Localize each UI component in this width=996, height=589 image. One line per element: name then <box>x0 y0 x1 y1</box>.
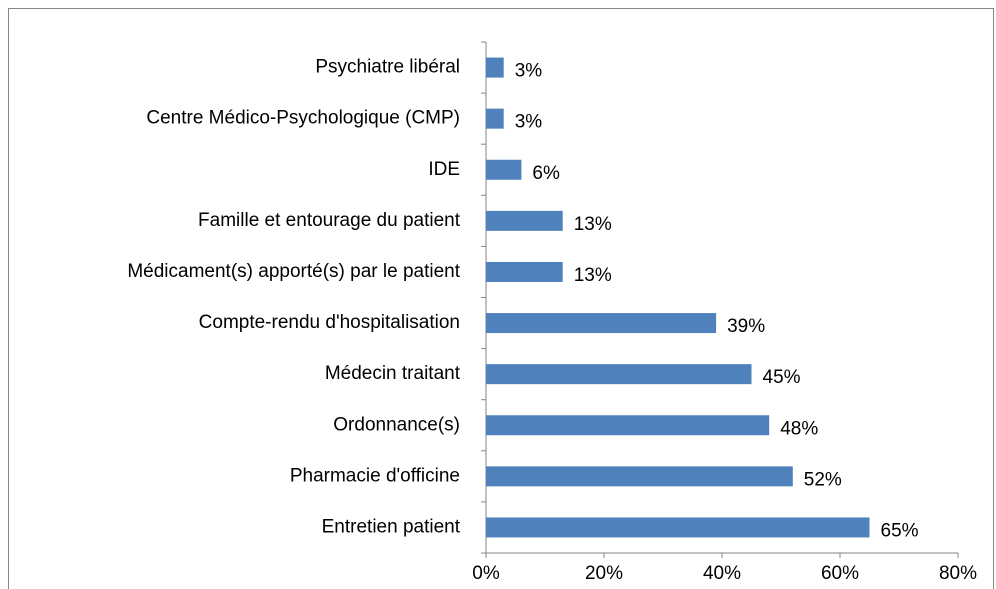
x-tick-label: 60% <box>821 563 859 584</box>
bar <box>486 108 504 129</box>
data-label: 45% <box>763 367 801 388</box>
bar <box>486 57 504 78</box>
y-tick-label: Pharmacie d'officine <box>290 465 460 486</box>
data-label: 13% <box>574 214 612 235</box>
data-label: 13% <box>574 265 612 286</box>
y-tick-label: Famille et entourage du patient <box>198 210 461 231</box>
data-label: 65% <box>881 520 919 541</box>
bar <box>486 210 563 231</box>
x-tick-label: 80% <box>939 563 977 584</box>
bar <box>486 159 522 180</box>
y-tick-label: Médecin traitant <box>325 363 461 384</box>
y-tick-label: Centre Médico-Psychologique (CMP) <box>146 108 460 129</box>
y-tick-label: IDE <box>428 159 460 180</box>
data-label: 39% <box>727 316 765 337</box>
x-tick-label: 20% <box>585 563 623 584</box>
bar <box>486 415 770 436</box>
bar <box>486 364 752 385</box>
chart-frame <box>8 8 994 589</box>
y-tick-label: Compte-rendu d'hospitalisation <box>199 312 460 333</box>
data-label: 52% <box>804 469 842 490</box>
x-tick-label: 40% <box>703 563 741 584</box>
data-label: 3% <box>515 112 543 133</box>
x-tick-label: 0% <box>472 563 500 584</box>
data-label: 48% <box>780 418 818 439</box>
bar <box>486 261 563 282</box>
y-tick-label: Médicament(s) apporté(s) par le patient <box>127 261 460 282</box>
bar <box>486 313 717 334</box>
y-tick-label: Entretien patient <box>322 516 461 537</box>
bar <box>486 466 793 487</box>
data-label: 3% <box>515 61 543 82</box>
bar <box>486 517 870 538</box>
data-label: 6% <box>532 163 560 184</box>
y-tick-label: Ordonnance(s) <box>333 414 460 435</box>
y-tick-label: Psychiatre libéral <box>315 57 460 78</box>
